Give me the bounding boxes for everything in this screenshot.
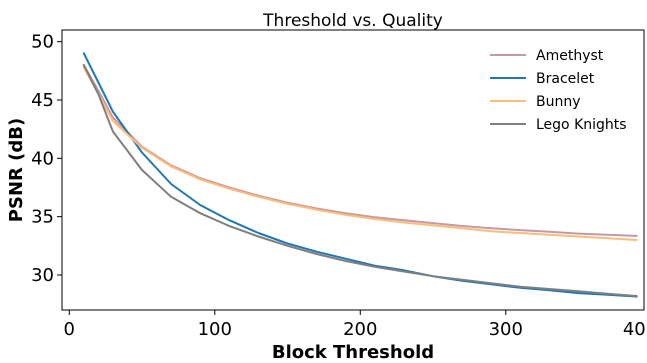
- chart-title: Threshold vs. Quality: [262, 11, 443, 31]
- y-axis-ticks: 30 35 40 45 50: [31, 32, 62, 286]
- legend-label-lego-knights: Lego Knights: [536, 117, 627, 133]
- y-tick-label: 35: [31, 207, 54, 228]
- x-tick-label: 200: [343, 319, 377, 340]
- plot-border: [61, 29, 645, 311]
- y-tick-label: 40: [31, 148, 54, 169]
- series-line-bracelet: [82, 52, 638, 298]
- x-axis-ticks: 0 100 200 300 400: [64, 310, 647, 340]
- series-line-amethyst: [82, 64, 638, 237]
- y-tick-label: 45: [31, 90, 54, 111]
- x-tick-label: 100: [198, 319, 232, 340]
- y-tick-label: 30: [31, 265, 54, 286]
- plot-frame: [61, 29, 645, 311]
- x-tick-label: 0: [64, 319, 75, 340]
- legend-label-amethyst: Amethyst: [536, 48, 604, 64]
- series-line-bunny: [82, 66, 638, 241]
- x-tick-label: 300: [489, 319, 523, 340]
- legend-label-bracelet: Bracelet: [536, 71, 595, 87]
- x-tick-label: 400: [623, 319, 647, 340]
- series-lines: [82, 52, 638, 298]
- y-axis-label: PSNR (dB): [6, 118, 27, 222]
- legend-label-bunny: Bunny: [536, 94, 581, 110]
- series-line-lego-knights: [82, 64, 638, 297]
- legend: Amethyst Bracelet Bunny Lego Knights: [490, 48, 627, 133]
- y-tick-label: 50: [31, 32, 54, 53]
- x-axis-label: Block Threshold: [272, 342, 434, 363]
